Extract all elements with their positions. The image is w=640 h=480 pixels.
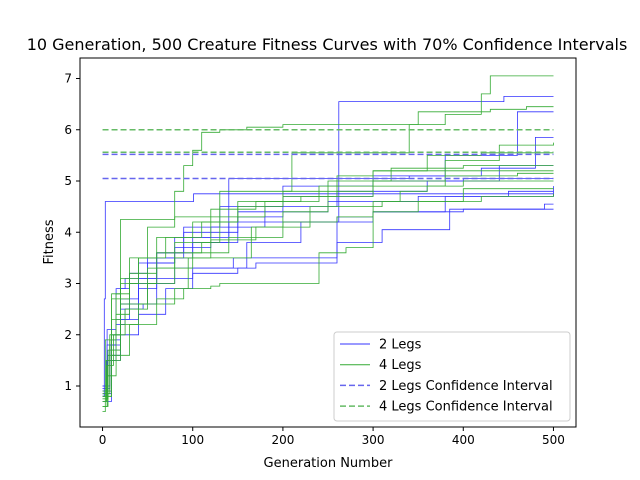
y-tick-label: 5 (64, 174, 72, 188)
axes-frame (79, 57, 577, 428)
plot-area (102, 75, 554, 412)
x-tick-label: 100 (181, 433, 204, 447)
fitness-curve-2-legs (102, 193, 554, 397)
fitness-curve-4-legs (102, 180, 554, 397)
x-tick-label: 400 (452, 433, 475, 447)
chart-title: 10 Generation, 500 Creature Fitness Curv… (27, 35, 628, 54)
legend-label: 2 Legs Confidence Interval (379, 379, 553, 394)
x-tick-label: 200 (271, 433, 294, 447)
legend-label: 4 Legs (379, 358, 422, 373)
legend-label: 2 Legs (379, 338, 422, 353)
legend-label: 4 Legs Confidence Interval (379, 400, 553, 415)
fitness-curve-4-legs (102, 193, 554, 402)
y-axis: 1 2 3 4 5 6 7 (64, 72, 80, 393)
y-tick-label: 7 (64, 72, 72, 86)
legend-box (333, 331, 571, 422)
y-tick-label: 4 (64, 225, 72, 239)
x-tick-label: 500 (542, 433, 565, 447)
legend: 2 Legs 4 Legs 2 Legs Confidence Interval 4 … (333, 331, 571, 422)
y-axis-label: Fitness (42, 219, 57, 264)
y-tick-label: 1 (64, 379, 72, 393)
y-tick-label: 6 (64, 123, 72, 137)
x-axis-label: Generation Number (264, 456, 394, 471)
y-tick-label: 2 (64, 328, 72, 342)
fitness-curve-4-legs (102, 75, 554, 407)
fitness-curve-4-legs (102, 142, 554, 395)
fitness-curve-4-legs (102, 172, 554, 402)
x-axis: 0 100 200 300 400 500 (99, 427, 565, 447)
fitness-curve-4-legs (102, 152, 554, 400)
y-tick-label: 3 (64, 277, 72, 291)
x-tick-label: 0 (99, 433, 107, 447)
x-tick-label: 300 (362, 433, 385, 447)
fitness-curve-4-legs (102, 188, 554, 407)
